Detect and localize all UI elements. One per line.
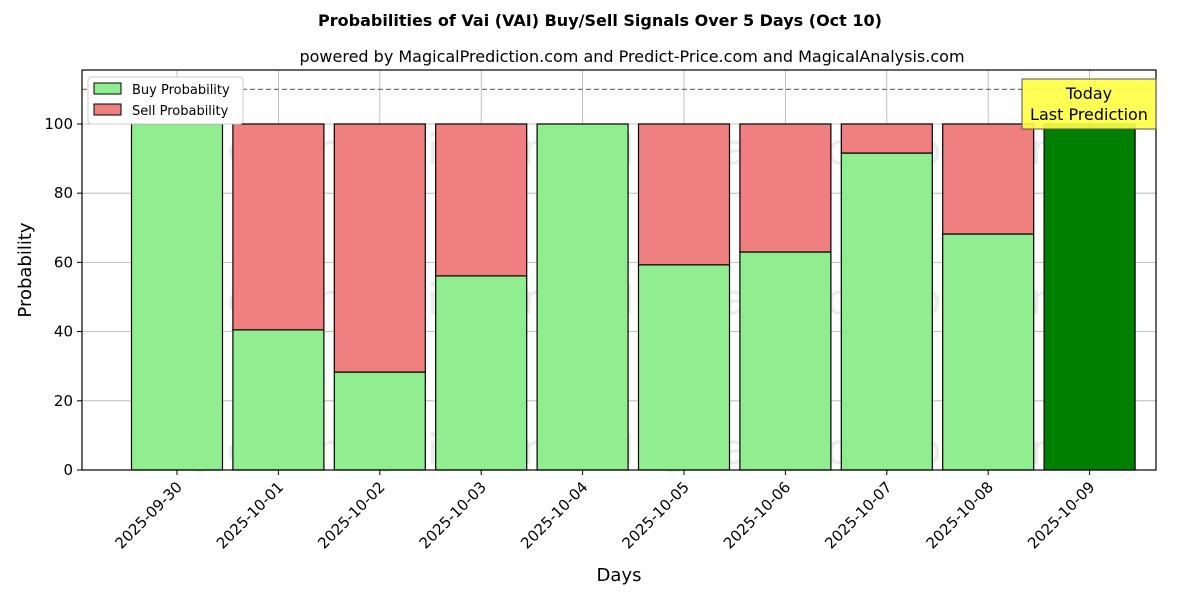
buy-bar xyxy=(840,152,933,471)
y-axis-label: Probability xyxy=(15,222,36,317)
buy-bar xyxy=(333,371,426,471)
annotation-box xyxy=(1021,78,1157,130)
y-tick-label: 0 xyxy=(63,461,73,479)
chart-subtitle: powered by MagicalPrediction.com and Pre… xyxy=(299,47,964,66)
legend-label: Sell Probability xyxy=(132,104,229,119)
buy-bar xyxy=(942,233,1035,471)
x-tick-label: 2025-10-05 xyxy=(618,478,692,552)
buy-bar xyxy=(637,264,731,471)
y-tick-label: 60 xyxy=(54,253,73,271)
sell-bar xyxy=(333,123,426,373)
buy-bar xyxy=(435,275,528,471)
x-tick-label: 2025-10-04 xyxy=(517,478,591,552)
x-tick-label: 2025-10-02 xyxy=(314,478,388,552)
buy-bar xyxy=(130,123,224,471)
buy-bar xyxy=(536,123,629,471)
legend-swatch xyxy=(93,82,122,95)
legend-box xyxy=(87,76,244,125)
x-tick-label: 2025-10-03 xyxy=(416,478,490,552)
x-tick-label: 2025-09-30 xyxy=(111,478,185,552)
annotation-today: Today xyxy=(1065,84,1112,103)
x-tick-label: 2025-10-08 xyxy=(923,478,997,552)
x-tick-label: 2025-10-07 xyxy=(821,478,895,552)
legend: Buy Probability Sell Probability xyxy=(87,76,244,125)
y-tick-label: 40 xyxy=(54,323,73,341)
x-axis-label: Days xyxy=(597,565,642,586)
legend-label: Buy Probability xyxy=(132,83,230,98)
x-tick-label: 2025-10-01 xyxy=(213,478,287,552)
chart-title: Probabilities of Vai (VAI) Buy/Sell Sign… xyxy=(318,11,882,30)
y-tick-label: 100 xyxy=(44,115,73,133)
y-tick-label: 80 xyxy=(54,184,73,202)
plot-frame xyxy=(81,69,1157,471)
y-tick-label: 20 xyxy=(54,392,73,410)
x-tick-label: 2025-10-06 xyxy=(720,478,794,552)
sell-bar xyxy=(637,123,731,266)
x-tick-label: 2025-10-09 xyxy=(1024,478,1098,552)
sell-bar xyxy=(232,123,325,331)
sell-bar xyxy=(739,123,832,253)
legend-swatch xyxy=(93,103,122,116)
sell-bar xyxy=(435,123,528,277)
buy-bar xyxy=(739,251,832,471)
sell-bar xyxy=(840,123,933,154)
sell-bar xyxy=(942,123,1035,235)
buy-bar xyxy=(232,329,325,471)
buy-bar xyxy=(1043,123,1136,471)
annotation-last-prediction: Last Prediction xyxy=(1030,105,1148,124)
